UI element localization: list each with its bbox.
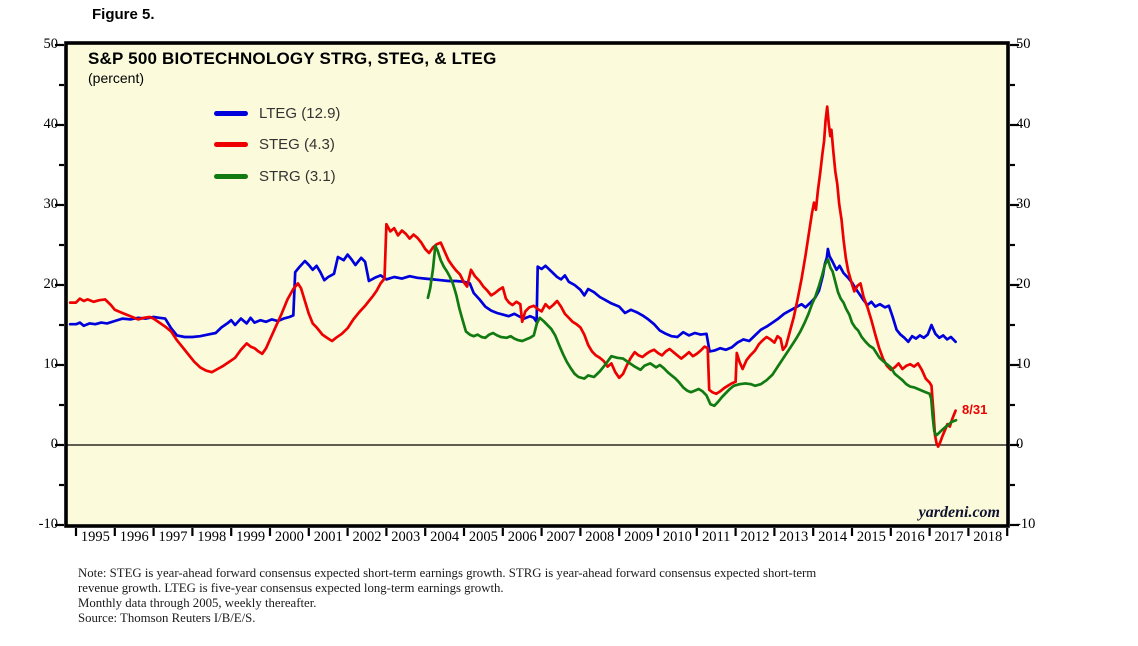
x-tick-label-1998: 1998 (197, 529, 227, 545)
y-tick-label-right-10: 10 (1016, 356, 1031, 372)
y-tick-label-right--10: -10 (1016, 516, 1036, 532)
y-tick-label-left-50: 50 (43, 36, 59, 52)
y-tick-label-right-50: 50 (1016, 36, 1031, 52)
x-tick-label-2016: 2016 (895, 529, 925, 545)
x-tick-label-2014: 2014 (818, 529, 848, 545)
y-tick-label-left--10: -10 (38, 516, 58, 532)
x-tick-label-2008: 2008 (585, 529, 615, 545)
y-tick-label-right-0: 0 (1016, 436, 1024, 452)
x-tick-label-2012: 2012 (740, 529, 770, 545)
x-tick-label-1995: 1995 (80, 529, 110, 545)
y-tick-label-right-30: 30 (1016, 196, 1031, 212)
x-tick-label-1996: 1996 (119, 529, 149, 545)
x-tick-label-2017: 2017 (934, 529, 964, 545)
x-tick-label-2004: 2004 (430, 529, 460, 545)
steg-line (68, 105, 957, 448)
figure-label: Figure 5. (92, 6, 155, 23)
x-tick-label-2002: 2002 (352, 529, 382, 545)
note-line-2: revenue growth. LTEG is five-year consen… (78, 581, 504, 595)
note-line-1: Note: STEG is year-ahead forward consens… (78, 566, 817, 580)
x-tick-label-2000: 2000 (274, 529, 304, 545)
plot-frame (64, 41, 1010, 528)
x-tick-label-2011: 2011 (701, 529, 731, 545)
y-tick-label-left-30: 30 (43, 196, 59, 212)
x-tick-label-2007: 2007 (546, 529, 576, 545)
lteg-line (68, 247, 957, 353)
legend-label-steg: STEG (4.3) (259, 136, 335, 153)
y-tick-label-left-10: 10 (43, 356, 59, 372)
x-tick-label-2013: 2013 (779, 529, 809, 545)
y-tick-label-right-40: 40 (1016, 116, 1031, 132)
legend-item-strg: STRG (3.1) (214, 167, 340, 185)
x-tick-label-2001: 2001 (313, 529, 343, 545)
steg-line-swatch-icon (214, 142, 248, 147)
x-tick-label-1997: 1997 (158, 529, 188, 545)
y-tick-label-left-40: 40 (43, 116, 59, 132)
last-point-annotation: 8/31 (962, 402, 988, 417)
chart-subtitle: (percent) (88, 70, 145, 86)
x-tick-label-2010: 2010 (662, 529, 692, 545)
x-tick-label-2005: 2005 (468, 529, 498, 545)
x-tick-label-2015: 2015 (856, 529, 886, 545)
chart-title: S&P 500 BIOTECHNOLOGY STRG, STEG, & LTEG (88, 49, 497, 68)
note-line-4: Source: Thomson Reuters I/B/E/S. (78, 611, 256, 625)
y-tick-label-left-20: 20 (43, 276, 59, 292)
x-tick-label-2003: 2003 (391, 529, 421, 545)
legend: LTEG (12.9) STEG (4.3) STRG (3.1) (214, 104, 340, 199)
legend-item-steg: STEG (4.3) (214, 136, 340, 154)
x-tick-label-2006: 2006 (507, 529, 537, 545)
y-tick-label-right-20: 20 (1016, 276, 1031, 292)
y-tick-label-left-0: 0 (50, 436, 58, 452)
strg-line-swatch-icon (214, 173, 248, 179)
note-line-3: Monthly data through 2005, weekly therea… (78, 596, 317, 610)
x-tick-label-2018: 2018 (973, 529, 1003, 545)
legend-item-lteg: LTEG (12.9) (214, 104, 340, 122)
legend-label-strg: STRG (3.1) (259, 167, 336, 185)
watermark-yardeni: yardeni.com (918, 504, 1000, 521)
legend-label-lteg: LTEG (12.9) (259, 104, 341, 122)
lteg-line-swatch-icon (214, 110, 248, 116)
x-tick-label-2009: 2009 (624, 529, 654, 545)
strg-line (426, 244, 958, 437)
x-tick-label-1999: 1999 (236, 529, 266, 545)
